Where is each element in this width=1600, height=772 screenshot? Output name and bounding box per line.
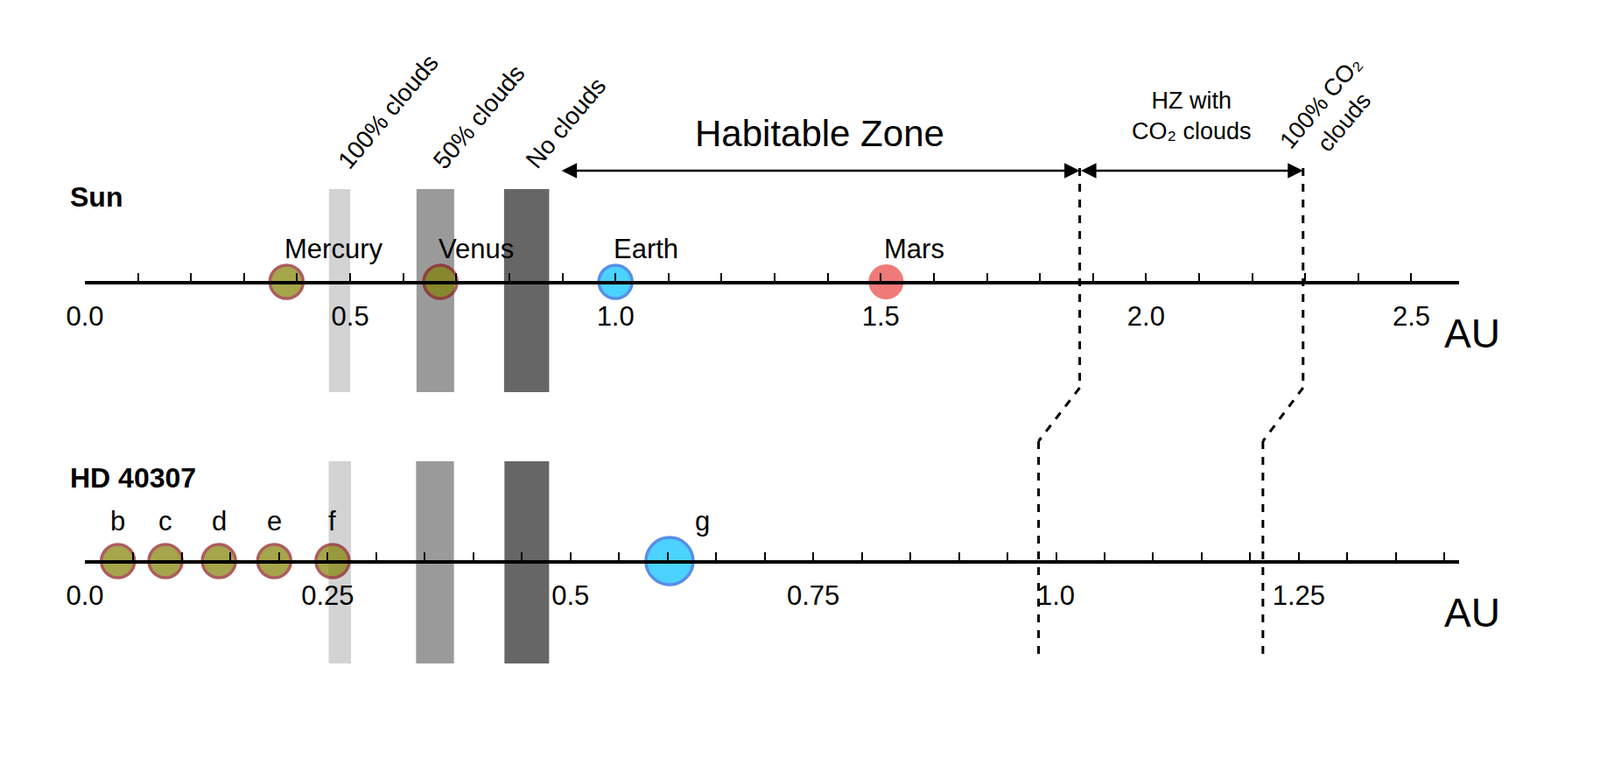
svg-text:100% CO₂clouds: 100% CO₂clouds xyxy=(1274,51,1390,175)
svg-text:0.0: 0.0 xyxy=(65,580,104,611)
svg-text:AU: AU xyxy=(1444,589,1501,636)
svg-text:e: e xyxy=(266,505,282,537)
svg-text:1.25: 1.25 xyxy=(1272,580,1326,611)
svg-text:Sun: Sun xyxy=(70,181,123,213)
svg-text:c: c xyxy=(158,505,173,537)
svg-text:Habitable Zone: Habitable Zone xyxy=(694,112,945,155)
svg-text:Earth: Earth xyxy=(613,233,679,265)
svg-text:0.5: 0.5 xyxy=(551,580,590,611)
svg-text:1.0: 1.0 xyxy=(1037,580,1075,611)
svg-text:No clouds: No clouds xyxy=(520,72,612,174)
svg-text:0.5: 0.5 xyxy=(331,301,370,332)
svg-text:2.5: 2.5 xyxy=(1392,301,1431,332)
svg-text:g: g xyxy=(694,505,710,537)
svg-text:0.25: 0.25 xyxy=(301,580,354,611)
svg-text:50% clouds: 50% clouds xyxy=(428,59,531,175)
svg-text:2.0: 2.0 xyxy=(1127,301,1165,332)
svg-text:1.0: 1.0 xyxy=(596,301,635,332)
svg-text:0.75: 0.75 xyxy=(786,580,840,611)
svg-text:1.5: 1.5 xyxy=(862,301,900,332)
svg-text:100% clouds: 100% clouds xyxy=(332,49,444,175)
svg-text:Mars: Mars xyxy=(884,233,945,265)
svg-text:Venus: Venus xyxy=(438,233,514,265)
svg-text:AU: AU xyxy=(1444,310,1501,357)
svg-text:HD 40307: HD 40307 xyxy=(70,462,197,494)
svg-text:0.0: 0.0 xyxy=(65,301,104,332)
svg-text:Mercury: Mercury xyxy=(284,233,383,265)
svg-text:f: f xyxy=(328,505,337,537)
svg-text:d: d xyxy=(211,505,227,537)
svg-text:b: b xyxy=(110,505,126,537)
svg-text:HZ withCO₂ clouds: HZ withCO₂ clouds xyxy=(1131,87,1252,145)
